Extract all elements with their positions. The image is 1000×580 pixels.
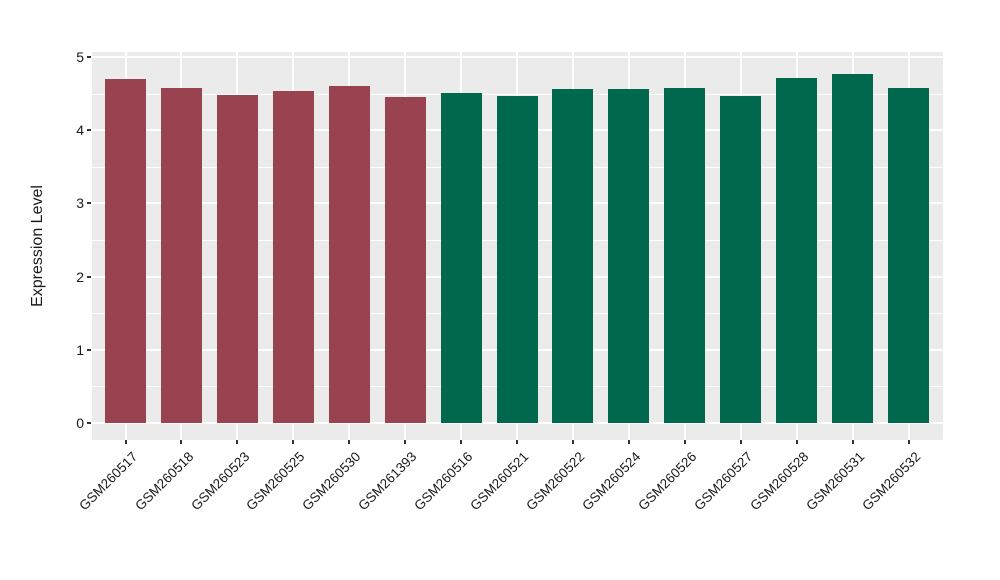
bar-GSM260523 [216,95,258,423]
x-tick-mark [124,440,127,444]
x-tick-label: GSM260523 [187,449,252,514]
x-tick-label: GSM260530 [299,449,364,514]
y-tick-mark [87,348,91,351]
x-tick-label: GSM260524 [579,449,644,514]
x-tick-label: GSM260527 [691,449,756,514]
bar-GSM260522 [552,89,594,423]
x-tick-label: GSM260526 [635,449,700,514]
y-tick-label: 1 [76,341,84,358]
x-tick-label: GSM260532 [858,449,924,514]
bar-GSM260521 [496,95,538,423]
y-tick-label: 3 [76,195,84,212]
x-tick-label: GSM260516 [411,449,476,514]
x-tick-label: GSM260517 [75,449,141,514]
x-tick-mark [683,440,686,444]
x-tick-mark [516,440,518,444]
x-tick-mark [348,440,351,444]
plot-panel [92,52,943,440]
y-tick-label: 4 [76,122,84,139]
y-tick-mark [87,202,91,205]
x-tick-mark [404,440,407,444]
bar-GSM260531 [832,73,874,423]
x-tick-label: GSM260531 [802,449,868,514]
x-tick-label: GSM260528 [747,449,812,514]
y-axis-title: Expression Level [29,185,46,307]
y-tick-mark [87,129,91,132]
x-tick-mark [627,440,630,444]
x-tick-mark [292,440,295,444]
bar-GSM260517 [105,78,146,423]
bar-GSM260525 [272,90,314,423]
bar-GSM260516 [440,92,482,423]
bar-GSM260530 [328,85,370,423]
x-tick-mark [571,440,574,444]
x-tick-mark [460,440,463,444]
bar-GSM260527 [720,95,762,423]
x-tick-mark [795,440,798,444]
x-tick-mark [180,440,183,444]
x-tick-mark [236,440,239,444]
y-tick-mark [87,275,91,278]
bar-GSM260532 [888,88,930,423]
bar-GSM261393 [384,97,426,423]
y-tick-mark [87,422,91,424]
bar-GSM260524 [608,89,650,423]
x-tick-label: GSM260518 [131,449,197,514]
y-tick-label: 5 [76,49,84,65]
x-tick-mark [907,440,910,444]
y-tick-label: 0 [76,415,84,431]
x-tick-mark [851,440,854,444]
y-tick-label: 2 [76,268,84,285]
x-tick-label: GSM260522 [523,449,588,514]
y-tick-mark [87,56,91,58]
major-gridline [92,56,943,58]
x-tick-label: GSM261393 [355,449,420,514]
bar-GSM260528 [776,78,818,423]
bar-GSM260518 [160,88,202,423]
x-tick-label: GSM260525 [243,449,308,514]
bar-GSM260526 [664,87,706,423]
major-gridline [92,422,943,424]
minor-gridline [92,93,943,95]
x-tick-mark [739,440,742,444]
x-tick-label: GSM260521 [467,449,532,514]
